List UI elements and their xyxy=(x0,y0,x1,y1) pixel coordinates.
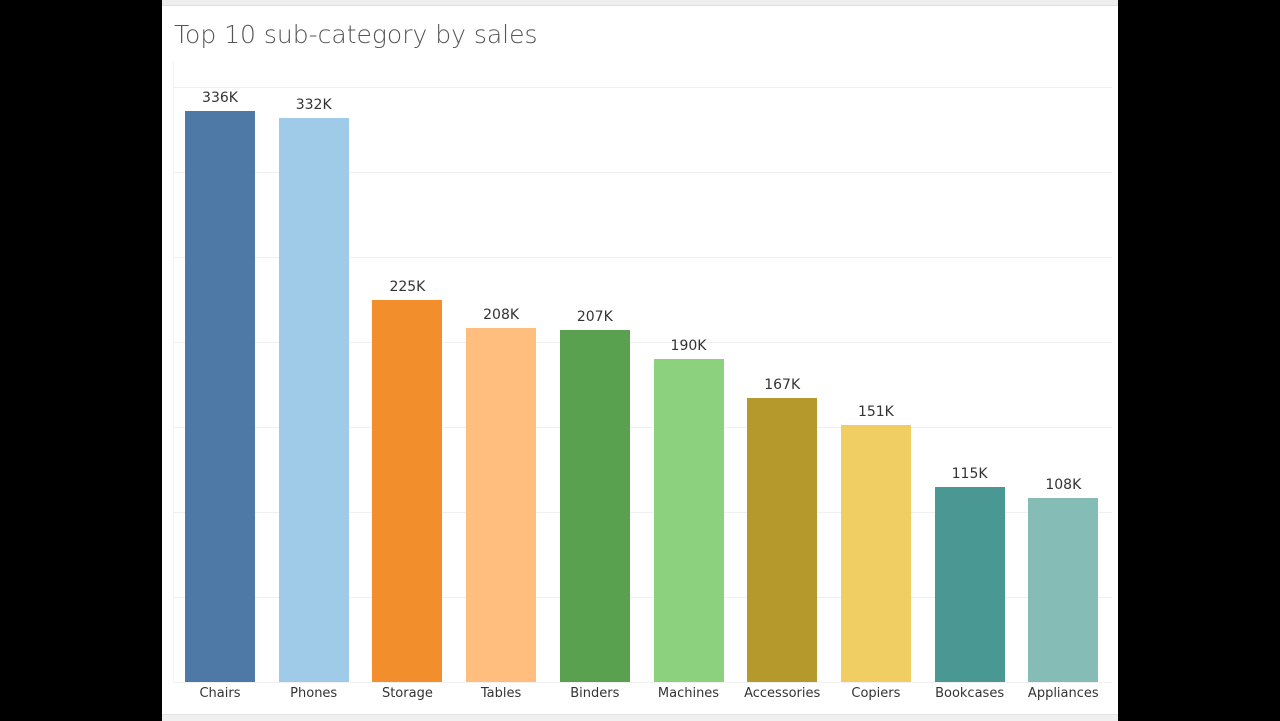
bar-value-label: 336K xyxy=(202,89,238,106)
bar-value-label: 332K xyxy=(295,96,332,113)
x-axis-label: Chairs xyxy=(199,686,241,701)
top-toolbar-strip xyxy=(162,0,1118,6)
gridline xyxy=(174,682,1112,683)
x-axis-label: Storage xyxy=(381,686,433,701)
bar-value-label: 208K xyxy=(483,307,520,324)
x-axis-label: Accessories xyxy=(744,686,821,701)
bar-bookcases[interactable] xyxy=(934,486,1005,682)
bar-chairs[interactable] xyxy=(185,110,255,682)
bar-value-label: 115K xyxy=(951,465,988,482)
bar-value-label: 190K xyxy=(670,338,707,354)
gridline xyxy=(174,257,1112,258)
x-axis-label: Copiers xyxy=(851,686,901,701)
bar-chart-plot-area: 336K Chairs 332K Phones 225K Storage 208K Table… xyxy=(173,62,1118,701)
x-axis-label: Tables xyxy=(480,686,522,701)
gridline xyxy=(174,172,1112,173)
dashboard-panel: Top 10 sub-category by sales 336K Chairs 3… xyxy=(162,0,1118,721)
bottom-strip xyxy=(162,714,1118,721)
bar-binders[interactable] xyxy=(559,330,630,682)
bar-value-label: 151K xyxy=(857,404,894,421)
x-axis-label: Appliances xyxy=(1027,686,1099,701)
bar-tables[interactable] xyxy=(466,328,537,682)
bar-value-label: 225K xyxy=(389,278,426,295)
bar-copiers[interactable] xyxy=(840,425,911,682)
bar-value-label: 207K xyxy=(576,309,613,326)
chart-title: Top 10 sub-category by sales xyxy=(174,20,538,49)
bar-accessories[interactable] xyxy=(747,398,818,682)
gridline xyxy=(174,512,1112,513)
bar-storage[interactable] xyxy=(372,299,443,682)
bar-value-label: 108K xyxy=(1045,477,1082,494)
x-axis-label: Bookcases xyxy=(935,686,1005,701)
gridline xyxy=(174,427,1112,428)
gridline xyxy=(174,87,1112,88)
x-axis-label: Binders xyxy=(570,686,620,701)
gridline xyxy=(174,597,1112,598)
bar-phones[interactable] xyxy=(278,117,349,682)
x-axis-label: Phones xyxy=(290,686,338,701)
bar-value-label: 167K xyxy=(764,377,801,394)
x-axis-label: Machines xyxy=(657,686,720,701)
gridline xyxy=(174,342,1112,343)
bar-machines[interactable] xyxy=(653,359,724,682)
bar-appliances[interactable] xyxy=(1028,498,1099,682)
